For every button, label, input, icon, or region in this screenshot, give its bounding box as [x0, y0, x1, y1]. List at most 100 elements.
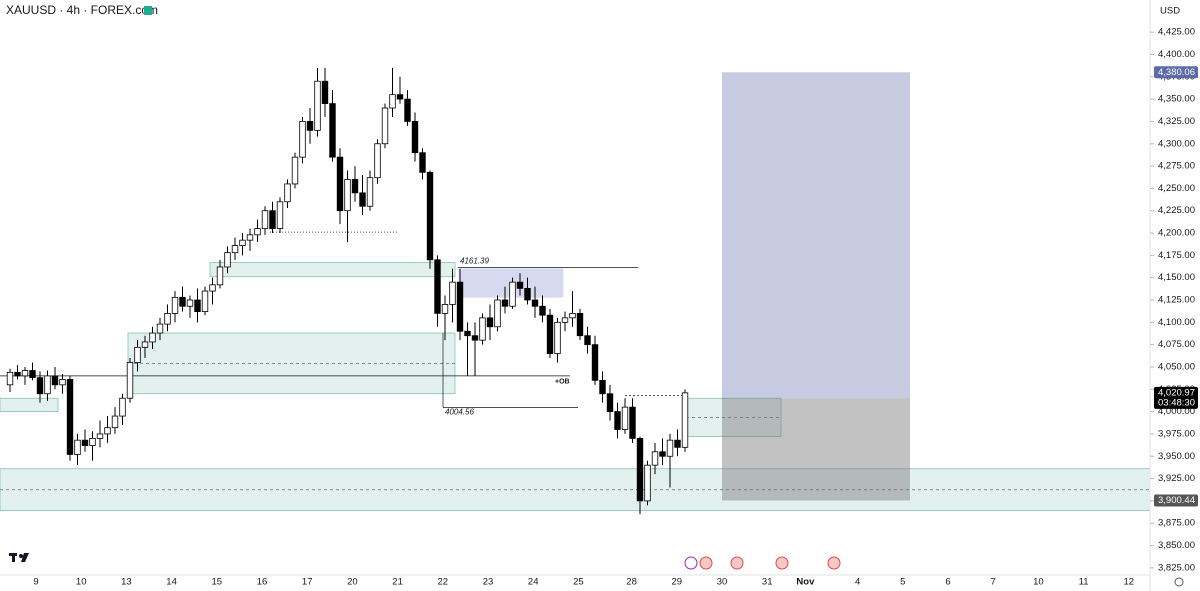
candle-body: [381, 107, 389, 145]
candle-body: [141, 341, 149, 348]
y-tick-label: 4,250.00: [1158, 183, 1195, 194]
x-tick-label: 16: [257, 577, 268, 588]
y-tick-label: 4,425.00: [1158, 27, 1195, 38]
candle-body: [404, 98, 411, 122]
candle-body: [501, 299, 509, 307]
candle-body: [486, 317, 494, 328]
candle-body: [179, 296, 186, 307]
price-badge-label: 4,020.97: [1158, 387, 1195, 398]
candle-body: [389, 94, 396, 109]
candle-body: [329, 103, 336, 158]
candle-body: [651, 451, 659, 466]
candle-body: [621, 406, 629, 430]
y-tick-label: 4,000.00: [1158, 406, 1195, 417]
y-tick-label: 4,300.00: [1158, 138, 1195, 149]
candle-body: [164, 312, 171, 325]
candle-body: [119, 397, 126, 417]
candle-body: [464, 330, 471, 337]
price-badge: [1154, 66, 1198, 79]
zone: [0, 468, 1151, 512]
candle-body: [104, 427, 111, 435]
candle-body: [666, 439, 674, 457]
candle-body: [426, 171, 434, 261]
x-tick-label: 29: [672, 577, 683, 588]
y-tick-label: 4,325.00: [1158, 116, 1195, 127]
candle-body: [36, 377, 44, 395]
candle-body: [531, 299, 539, 307]
ob-label: +OB: [555, 379, 570, 386]
candle-body: [576, 312, 584, 337]
currency[interactable]: USD: [1160, 6, 1180, 17]
candle-body: [276, 201, 284, 229]
candle-body: [456, 281, 464, 332]
settings-icon[interactable]: [1174, 577, 1184, 587]
x-tick-label: 6: [945, 577, 950, 588]
candle-body: [59, 379, 66, 386]
candle-body: [126, 362, 134, 399]
symbol-title: XAUUSD · 4h · FOREX.com: [6, 3, 158, 17]
candle-body: [231, 245, 239, 254]
candle-body: [66, 379, 74, 455]
candle-body: [186, 299, 194, 307]
candle-body: [74, 439, 81, 455]
y-tick-label: 4,350.00: [1158, 94, 1195, 105]
x-tick-label: 23: [483, 577, 494, 588]
candle-body: [51, 375, 59, 386]
price-badge: [1154, 386, 1198, 409]
x-tick-label: 13: [121, 577, 132, 588]
y-tick-label: 3,825.00: [1158, 562, 1195, 573]
y-tick-label: 4,075.00: [1158, 339, 1195, 350]
event-icons[interactable]: [684, 556, 841, 570]
candle-body: [81, 439, 89, 446]
y-tick-label: 4,150.00: [1158, 272, 1195, 283]
x-tick-label: Nov: [796, 577, 815, 588]
price-badge: [1154, 494, 1198, 507]
candle-body: [629, 406, 636, 439]
x-tick-label: 28: [626, 577, 637, 588]
candle-body: [366, 177, 374, 207]
candle-body: [14, 371, 21, 377]
candle-body: [44, 375, 51, 395]
candle-body: [291, 156, 299, 185]
candle-body: [306, 121, 314, 131]
candle-body: [21, 370, 29, 377]
level-label: 4004.56: [445, 408, 474, 417]
candle-body: [659, 451, 666, 457]
candle-body: [681, 392, 689, 448]
y-tick-label: 3,875.00: [1158, 518, 1195, 529]
candle-body: [374, 143, 381, 179]
y-tick-label: 3,925.00: [1158, 473, 1195, 484]
candle-body: [89, 437, 96, 446]
y-tick-label: 3,950.00: [1158, 451, 1195, 462]
candle-body: [284, 183, 291, 203]
candle-body: [449, 281, 456, 305]
candle-body: [584, 335, 591, 346]
candle-body: [194, 299, 201, 313]
candle-body: [134, 346, 141, 363]
price-axis-bg: [1151, 0, 1200, 591]
candle-body: [606, 393, 614, 413]
y-tick-label: 4,200.00: [1158, 228, 1195, 239]
candle-body: [209, 284, 216, 292]
x-tick-label: 21: [392, 577, 403, 588]
candle-body: [239, 239, 246, 246]
candle-body: [314, 80, 321, 131]
candle-body: [599, 379, 606, 395]
level-label: 4161.39: [460, 257, 489, 266]
candle-body: [171, 296, 179, 314]
x-tick-label: 15: [212, 577, 223, 588]
zone: [209, 262, 456, 278]
x-tick-label: 24: [528, 577, 539, 588]
candle-body: [336, 156, 344, 212]
candle-body: [359, 192, 366, 207]
candle-body: [546, 314, 554, 354]
x-tick-label: 20: [347, 577, 358, 588]
candle-body: [561, 317, 569, 323]
x-tick-label: 22: [438, 577, 449, 588]
candle-body: [441, 304, 449, 314]
x-tick-label: 5: [900, 577, 905, 588]
x-tick-label: 12: [1124, 577, 1135, 588]
candle-body: [411, 121, 419, 154]
y-tick-label: 4,175.00: [1158, 250, 1195, 261]
